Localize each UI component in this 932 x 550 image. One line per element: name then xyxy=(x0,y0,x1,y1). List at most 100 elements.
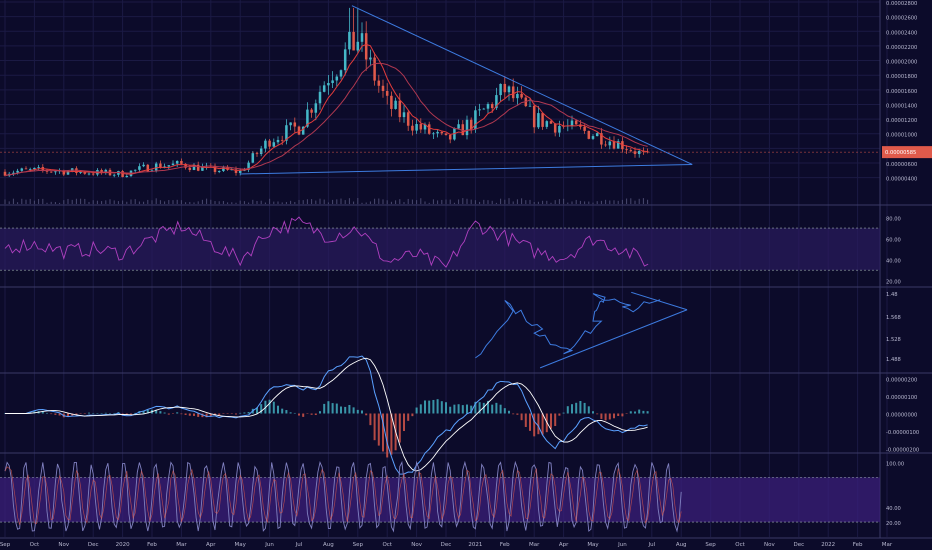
candle-body-2 xyxy=(12,172,15,174)
volume-bar-74 xyxy=(315,200,317,204)
volume-bar-3 xyxy=(17,202,19,204)
macd-hist-9 xyxy=(41,411,44,414)
price-tick-1: 0.00002600 xyxy=(886,16,917,22)
candle-body-94 xyxy=(398,100,402,118)
macd-hist-54 xyxy=(230,413,233,415)
volume-bar-87 xyxy=(369,201,371,204)
candle-body-23 xyxy=(100,170,103,173)
candle-body-46 xyxy=(196,164,200,171)
volume-bar-24 xyxy=(105,200,107,204)
macd-hist-94 xyxy=(398,413,401,443)
macd-hist-92 xyxy=(390,413,393,455)
candle-body-3 xyxy=(16,170,19,173)
candle-body-120 xyxy=(507,86,511,93)
macd-hist-49 xyxy=(209,413,212,417)
macd-hist-122 xyxy=(516,413,519,415)
ratio-tick-2: 1.528 xyxy=(886,337,901,343)
candle-body-21 xyxy=(91,173,95,175)
macd-hist-26 xyxy=(113,413,116,414)
macd-hist-80 xyxy=(340,406,342,414)
volume-bar-63 xyxy=(269,198,271,204)
candle-body-116 xyxy=(490,104,494,109)
volume-bar-92 xyxy=(390,201,392,204)
candle-body-65 xyxy=(276,139,280,143)
candle-body-126 xyxy=(532,105,536,128)
macd-hist-46 xyxy=(197,413,200,417)
rsi-tick-3: 20.00 xyxy=(886,280,901,286)
macd-hist-88 xyxy=(373,413,376,441)
stoch-pane[interactable] xyxy=(0,460,880,533)
candle-body-39 xyxy=(167,165,171,167)
macd-tick-2: 0.00000000 xyxy=(886,413,917,419)
candle-body-110 xyxy=(465,119,469,136)
macd-hist-19 xyxy=(83,413,86,414)
time-label-28: 2022 xyxy=(821,542,835,548)
macd-hist-69 xyxy=(293,412,296,414)
volume-bar-145 xyxy=(613,200,615,204)
candle-body-84 xyxy=(356,41,360,51)
time-label-1: Oct xyxy=(30,542,40,548)
macd-hist-117 xyxy=(495,402,498,414)
ratio-tick-1: 1.568 xyxy=(886,315,901,321)
macd-hist-78 xyxy=(331,403,334,414)
time-label-23: Aug xyxy=(676,542,687,548)
candle-body-102 xyxy=(432,133,435,135)
macd-hist-136 xyxy=(575,402,578,414)
volume-bar-72 xyxy=(306,199,308,204)
volume-bar-153 xyxy=(647,199,649,204)
candle-body-121 xyxy=(511,86,515,99)
macd-hist-36 xyxy=(155,409,158,414)
candle-body-18 xyxy=(79,171,82,173)
trendline-upper xyxy=(351,5,693,165)
candle-body-20 xyxy=(87,173,91,175)
time-label-18: Mar xyxy=(529,542,540,548)
candle-body-74 xyxy=(314,103,318,113)
candle-body-19 xyxy=(83,171,87,174)
volume-bar-65 xyxy=(277,201,279,204)
volume-bar-0 xyxy=(4,199,6,204)
rsi-pane[interactable] xyxy=(0,216,880,271)
time-label-10: Jul xyxy=(295,542,303,548)
candle-body-150 xyxy=(633,151,637,155)
macd-hist-22 xyxy=(96,413,99,414)
macd-hist-51 xyxy=(218,413,221,416)
macd-hist-99 xyxy=(419,404,422,414)
candle-body-34 xyxy=(146,164,150,172)
volume-bar-69 xyxy=(294,202,296,204)
volume-bar-82 xyxy=(348,198,350,204)
candle-body-96 xyxy=(406,112,410,126)
volume-bar-88 xyxy=(374,198,376,204)
volume-bar-53 xyxy=(227,202,229,204)
macd-hist-146 xyxy=(617,413,620,417)
ratio-pane[interactable] xyxy=(475,291,688,369)
candle-body-106 xyxy=(448,134,452,140)
price-scale[interactable]: 0.00002800 0.00002600 0.00002400 0.00002200… xyxy=(882,1,932,527)
price-pane[interactable] xyxy=(0,5,880,204)
macd-hist-101 xyxy=(428,400,431,414)
macd-hist-111 xyxy=(470,405,473,414)
volume-bar-84 xyxy=(357,198,359,204)
volume-bar-122 xyxy=(516,199,518,204)
macd-hist-109 xyxy=(461,405,464,414)
macd-hist-137 xyxy=(579,401,582,414)
ratio-trend-lower xyxy=(539,309,688,369)
time-axis[interactable]: Sep Oct Nov Dec 2020 Feb Mar Apr May Jun Jul Aug Sep… xyxy=(0,542,893,548)
candle-body-149 xyxy=(629,150,633,152)
macd-hist-145 xyxy=(613,413,615,419)
volume-bar-77 xyxy=(327,202,329,204)
macd-hist-38 xyxy=(163,412,166,414)
macd-hist-17 xyxy=(75,413,78,415)
macd-hist-37 xyxy=(159,411,162,414)
candle-body-47 xyxy=(201,166,204,171)
volume-bar-136 xyxy=(575,199,577,204)
price-tick-8: 0.00001200 xyxy=(886,118,917,124)
macd-hist-107 xyxy=(453,404,456,414)
candle-body-35 xyxy=(150,170,154,172)
candle-body-58 xyxy=(247,162,250,170)
candle-body-95 xyxy=(402,112,406,118)
candle-body-127 xyxy=(537,113,540,128)
volume-bar-132 xyxy=(558,199,560,204)
macd-pane[interactable] xyxy=(4,355,649,475)
